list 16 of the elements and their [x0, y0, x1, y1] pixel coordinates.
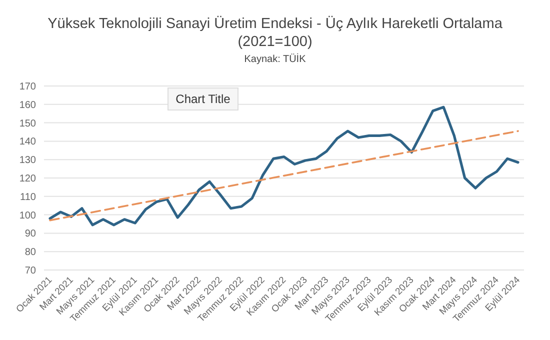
y-tick-label: 150 [19, 118, 36, 130]
y-tick-label: 170 [19, 82, 36, 92]
text: Kaynak: TÜİK [244, 53, 306, 65]
annotation: Chart Title [176, 92, 231, 106]
y-tick-label: 110 [20, 192, 36, 203]
y-tick-label: 140 [19, 136, 36, 148]
y-tick-label: 100 [19, 210, 36, 222]
line-series [48, 106, 520, 226]
chart-subtitle: (2021=100) [238, 34, 312, 50]
y-tick-label: 120 [19, 174, 36, 184]
chart-title: Yüksek Teknolojili Sanayi Üretim Endeksi - Üç Aylık Hareketli Ortalama [48, 15, 504, 32]
y-tick-label: 160 [19, 100, 36, 111]
y-tick-label: 70 [24, 266, 36, 276]
y-tick-label: 90 [24, 228, 36, 240]
y-tick-label: 130 [19, 155, 36, 166]
y-tick-label: 80 [24, 247, 36, 258]
